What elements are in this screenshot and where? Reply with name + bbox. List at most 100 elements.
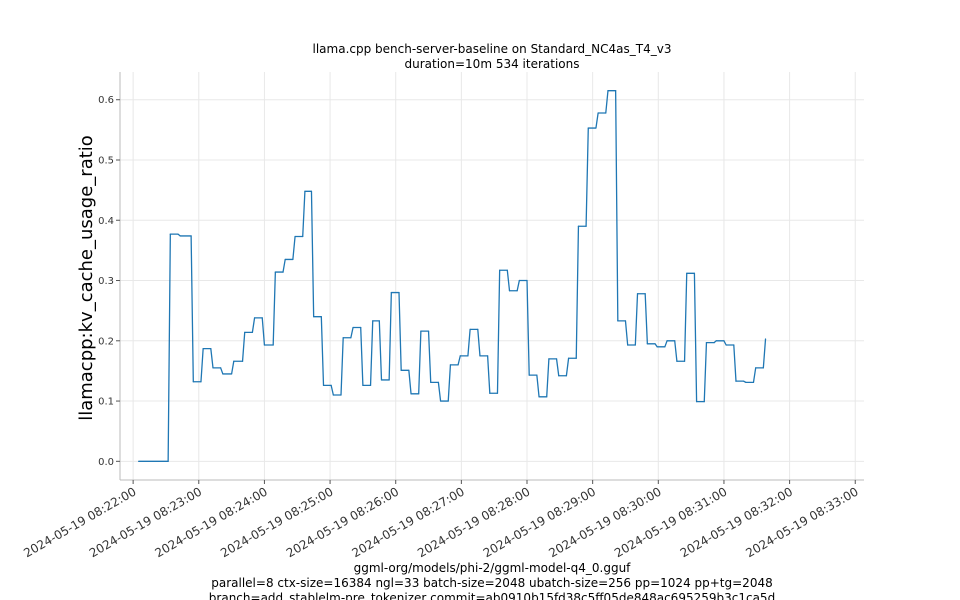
data-point xyxy=(506,269,508,271)
x-tick-label: 2024-05-19 08:31:00 xyxy=(612,484,729,560)
data-point xyxy=(587,127,589,129)
data-point xyxy=(400,369,402,371)
data-point xyxy=(420,330,422,332)
data-point xyxy=(437,381,439,383)
data-point xyxy=(310,190,313,192)
data-point xyxy=(302,235,304,238)
data-point xyxy=(496,392,499,394)
data-point xyxy=(762,367,764,369)
data-point xyxy=(253,317,256,319)
data-point xyxy=(499,269,501,271)
data-point xyxy=(390,291,392,294)
data-point xyxy=(192,381,194,383)
y-tick-label: 0.2 xyxy=(98,336,114,347)
data-point xyxy=(459,355,461,357)
data-point xyxy=(320,316,322,318)
y-tick-label: 0.4 xyxy=(98,216,114,227)
x-tick-label: 2024-05-19 08:28:00 xyxy=(415,484,532,560)
x-tick-label: 2024-05-19 08:33:00 xyxy=(743,484,860,560)
data-point xyxy=(664,346,666,348)
data-point xyxy=(261,317,263,319)
data-point xyxy=(538,396,540,398)
data-point xyxy=(449,364,452,366)
data-point xyxy=(508,290,511,292)
x-tick-label: 2024-05-19 08:27:00 xyxy=(349,484,466,560)
data-point xyxy=(674,340,676,342)
y-tick-label: 0.5 xyxy=(98,155,114,166)
data-point xyxy=(457,364,459,366)
data-point xyxy=(743,380,745,382)
data-point xyxy=(274,271,276,273)
data-point xyxy=(607,90,609,92)
data-point xyxy=(430,381,432,383)
data-point xyxy=(241,360,244,362)
x-tick-label: 2024-05-19 08:26:00 xyxy=(284,484,401,560)
data-point xyxy=(634,344,636,346)
data-point xyxy=(202,348,204,350)
data-point xyxy=(169,233,171,235)
data-point xyxy=(703,401,705,403)
data-point xyxy=(752,381,755,383)
data-point xyxy=(733,344,735,346)
data-point xyxy=(656,346,658,348)
data-point xyxy=(418,393,420,395)
series-line xyxy=(138,90,767,462)
data-point xyxy=(715,340,717,342)
data-point xyxy=(272,344,274,346)
y-axis-ticks: 0.0 0.1 0.2 0.3 0.4 0.5 0.6 xyxy=(98,95,120,468)
data-point xyxy=(683,360,686,362)
data-point xyxy=(200,381,202,383)
x-tick-label: 2024-05-19 08:23:00 xyxy=(87,484,204,560)
data-point xyxy=(764,338,767,340)
data-point xyxy=(330,384,332,386)
data-point xyxy=(546,396,548,398)
chart-title: llama.cpp bench-server-baseline on Stand… xyxy=(313,42,672,71)
data-point xyxy=(332,394,334,396)
data-point xyxy=(469,328,471,330)
series-group xyxy=(138,90,767,462)
data-point xyxy=(615,90,617,92)
data-point xyxy=(233,360,235,362)
data-point xyxy=(294,235,296,238)
y-tick-label: 0.1 xyxy=(98,397,114,408)
data-point xyxy=(686,272,688,274)
data-point xyxy=(705,341,708,344)
x-axis-label-line: parallel=8 ctx-size=16384 ngl=33 batch-s… xyxy=(211,576,772,590)
data-point xyxy=(190,235,192,237)
data-point xyxy=(516,290,518,292)
data-point xyxy=(380,379,383,381)
data-point xyxy=(378,320,380,322)
data-point xyxy=(251,331,253,333)
data-point xyxy=(654,343,656,345)
data-point xyxy=(526,279,528,282)
gridlines xyxy=(120,72,864,480)
data-point xyxy=(528,374,530,376)
data-point xyxy=(595,127,597,129)
data-point xyxy=(565,375,568,377)
data-point xyxy=(479,355,481,357)
data-point xyxy=(398,291,400,294)
data-point xyxy=(388,379,390,381)
data-point xyxy=(536,374,538,376)
data-point xyxy=(210,348,212,350)
data-point xyxy=(372,320,374,322)
data-point xyxy=(410,393,412,395)
data-point xyxy=(350,337,352,339)
axes-frame xyxy=(119,72,864,481)
data-point xyxy=(220,367,222,369)
data-point xyxy=(624,320,627,322)
data-point xyxy=(577,225,580,227)
data-point xyxy=(222,373,224,375)
data-point xyxy=(360,326,362,329)
data-point xyxy=(352,326,354,329)
data-point xyxy=(342,337,344,339)
data-point xyxy=(518,279,520,282)
data-point xyxy=(292,258,294,261)
x-tick-label: 2024-05-19 08:22:00 xyxy=(21,484,138,560)
data-point xyxy=(755,367,757,369)
chart-title-line: duration=10m 534 iterations xyxy=(405,57,580,71)
data-point xyxy=(447,400,449,402)
data-point xyxy=(617,320,619,322)
data-point xyxy=(179,235,181,237)
